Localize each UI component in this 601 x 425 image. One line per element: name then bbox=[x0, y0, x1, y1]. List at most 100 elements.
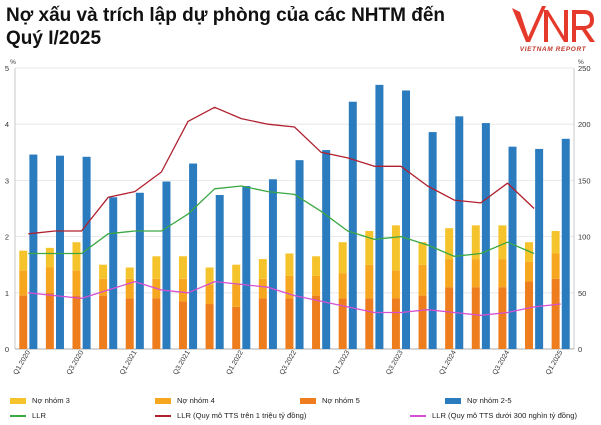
bar-no-nhom-2-5 bbox=[215, 195, 224, 349]
legend-label: LLR (Quy mô TTS dưới 300 nghìn tỷ đồng) bbox=[432, 411, 577, 420]
legend-label: Nợ nhóm 5 bbox=[322, 396, 360, 405]
y-left-tick-label: 1 bbox=[5, 289, 9, 298]
bar-no-nhom-2-5 bbox=[295, 160, 304, 349]
legend-swatch bbox=[155, 414, 171, 417]
y-right-tick-label: 50 bbox=[578, 289, 586, 298]
bar-no-nhom-3 bbox=[19, 250, 28, 271]
line-llr bbox=[28, 185, 535, 257]
bar-no-nhom-5 bbox=[99, 295, 108, 349]
y-right-tick-label: 250 bbox=[578, 64, 591, 73]
x-tick-label: Q1.2023 bbox=[332, 349, 352, 376]
bar-no-nhom-5 bbox=[365, 298, 374, 349]
bar-no-nhom-3 bbox=[45, 247, 54, 268]
y-right-tick-label: 100 bbox=[578, 233, 591, 242]
bar-no-nhom-2-5 bbox=[455, 116, 464, 349]
bar-no-nhom-5 bbox=[178, 301, 187, 349]
y-right-tick-label: 200 bbox=[578, 120, 591, 129]
chart-legend: Nợ nhóm 3 Nợ nhóm 4 Nợ nhóm 5 Nợ nhóm 2-5 LL… bbox=[10, 396, 600, 425]
bar-no-nhom-4 bbox=[285, 275, 294, 299]
bar-no-nhom-2-5 bbox=[109, 197, 118, 349]
legend-swatch bbox=[10, 397, 26, 404]
bar-no-nhom-2-5 bbox=[481, 123, 490, 350]
legend-label: LLR (Quy mô TTS trên 1 triệu tỷ đồng) bbox=[177, 411, 307, 420]
legend-item: LLR (Quy mô TTS trên 1 triệu tỷ đồng) bbox=[155, 411, 306, 420]
bar-no-nhom-4 bbox=[72, 270, 81, 296]
x-tick-label: Q3.2024 bbox=[492, 349, 512, 376]
bar-no-nhom-3 bbox=[445, 228, 454, 260]
bar-no-nhom-4 bbox=[205, 284, 214, 305]
legend-swatch bbox=[300, 397, 316, 404]
bar-no-nhom-2-5 bbox=[268, 179, 277, 349]
bar-no-nhom-3 bbox=[285, 253, 294, 276]
bar-no-nhom-4 bbox=[391, 270, 400, 299]
bar-no-nhom-2-5 bbox=[135, 192, 144, 349]
x-tick-label: Q3.2022 bbox=[279, 349, 299, 376]
legend-item: Nợ nhóm 2-5 bbox=[445, 396, 512, 405]
bar-no-nhom-2-5 bbox=[322, 150, 331, 349]
bar-no-nhom-4 bbox=[232, 284, 241, 307]
legend-swatch bbox=[155, 397, 171, 404]
x-tick-label: Q1.2024 bbox=[438, 349, 458, 376]
bar-no-nhom-4 bbox=[551, 253, 560, 279]
legend-item: LLR bbox=[10, 411, 46, 420]
x-tick-label: Q3.2020 bbox=[66, 349, 86, 376]
bar-no-nhom-5 bbox=[338, 298, 347, 349]
bar-no-nhom-5 bbox=[258, 298, 267, 349]
vnr-logo-mark bbox=[512, 6, 595, 42]
legend-swatch bbox=[445, 397, 461, 404]
bar-no-nhom-4 bbox=[445, 259, 454, 288]
y-left-tick-label: 5 bbox=[5, 64, 9, 73]
legend-item: Nợ nhóm 3 bbox=[10, 396, 70, 405]
bar-no-nhom-5 bbox=[525, 281, 534, 349]
bar-no-nhom-3 bbox=[152, 256, 161, 279]
bar-no-nhom-5 bbox=[445, 287, 454, 349]
bar-no-nhom-2-5 bbox=[402, 90, 411, 349]
bar-no-nhom-3 bbox=[232, 264, 241, 285]
bar-no-nhom-3 bbox=[258, 259, 267, 279]
bar-no-nhom-3 bbox=[178, 256, 187, 279]
bar-no-nhom-3 bbox=[418, 242, 427, 265]
bar-no-nhom-2-5 bbox=[82, 156, 91, 349]
x-tick-label: Q1.2021 bbox=[119, 349, 139, 376]
x-tick-label: Q1.2025 bbox=[545, 349, 565, 376]
bar-no-nhom-3 bbox=[391, 225, 400, 271]
vietnam-report-logo: VIETNAM REPORT bbox=[508, 2, 598, 58]
bar-no-nhom-4 bbox=[125, 278, 134, 299]
y-right-tick-label: 150 bbox=[578, 176, 591, 185]
bar-no-nhom-4 bbox=[45, 267, 54, 293]
bar-no-nhom-4 bbox=[418, 264, 427, 296]
legend-label: Nợ nhóm 3 bbox=[32, 396, 70, 405]
bar-no-nhom-4 bbox=[19, 270, 28, 296]
bar-no-nhom-3 bbox=[72, 242, 81, 271]
bar-no-nhom-4 bbox=[365, 264, 374, 299]
bar-no-nhom-4 bbox=[258, 278, 267, 299]
bar-no-nhom-3 bbox=[551, 230, 560, 254]
x-tick-label: Q1.2020 bbox=[13, 349, 33, 376]
y-right-tick-label: 0 bbox=[578, 345, 582, 354]
bar-no-nhom-3 bbox=[525, 242, 534, 262]
bar-no-nhom-5 bbox=[498, 287, 507, 349]
line-llr-small-banks bbox=[28, 280, 561, 316]
bar-no-nhom-2-5 bbox=[189, 163, 198, 349]
bar-no-nhom-5 bbox=[285, 298, 294, 349]
line-llr-large-banks bbox=[28, 106, 535, 235]
y-right-axis-label: % bbox=[578, 59, 584, 66]
bar-no-nhom-4 bbox=[178, 278, 187, 302]
bar-no-nhom-5 bbox=[205, 304, 214, 349]
legend-label: LLR bbox=[32, 411, 46, 420]
bar-no-nhom-5 bbox=[232, 306, 241, 349]
bar-no-nhom-5 bbox=[418, 295, 427, 349]
legend-item: Nợ nhóm 4 bbox=[155, 396, 215, 405]
bar-no-nhom-5 bbox=[152, 298, 161, 349]
bar-no-nhom-4 bbox=[338, 273, 347, 299]
bar-no-nhom-5 bbox=[125, 298, 134, 349]
bar-no-nhom-2-5 bbox=[348, 101, 357, 349]
bar-no-nhom-4 bbox=[471, 259, 480, 288]
bar-no-nhom-4 bbox=[312, 275, 321, 296]
y-left-tick-label: 3 bbox=[5, 176, 9, 185]
bar-no-nhom-5 bbox=[391, 298, 400, 349]
bar-no-nhom-5 bbox=[19, 295, 28, 349]
bar-no-nhom-5 bbox=[72, 295, 81, 349]
x-tick-label: Q3.2021 bbox=[172, 349, 192, 376]
